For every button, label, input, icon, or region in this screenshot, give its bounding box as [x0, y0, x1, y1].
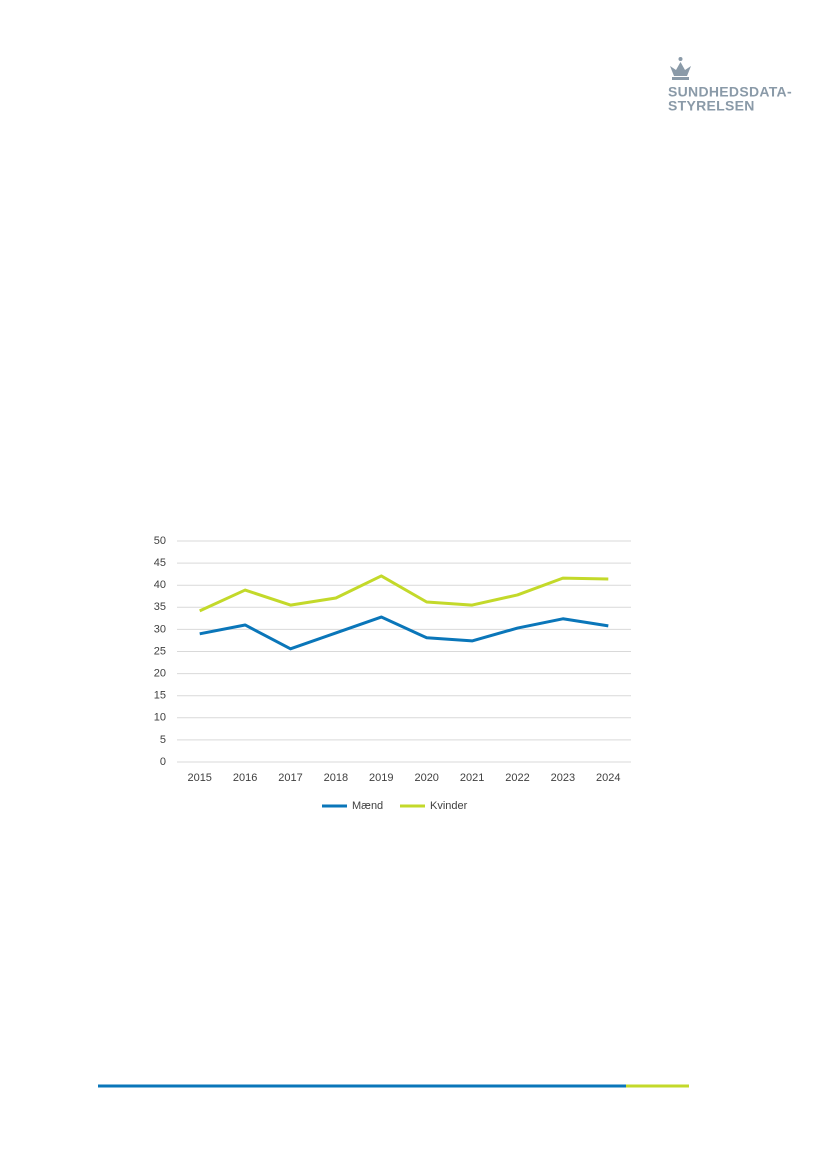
y-tick-label: 50 — [154, 535, 166, 547]
x-tick-label: 2018 — [324, 772, 348, 784]
x-tick-label: 2019 — [369, 772, 393, 784]
y-tick-label: 30 — [154, 623, 166, 635]
x-tick-label: 2023 — [551, 772, 575, 784]
logo-line2: STYRELSEN — [668, 98, 755, 114]
y-tick-label: 15 — [154, 690, 166, 702]
x-tick-label: 2020 — [414, 772, 438, 784]
y-tick-label: 20 — [154, 668, 166, 680]
x-tick-label: 2017 — [278, 772, 302, 784]
x-tick-label: 2015 — [187, 772, 211, 784]
series-line — [199, 574, 609, 613]
legend-label: Mænd — [352, 800, 383, 812]
legend-label: Kvinder — [430, 800, 468, 812]
x-tick-label: 2021 — [460, 772, 484, 784]
x-tick-label: 2022 — [505, 772, 529, 784]
y-tick-label: 5 — [160, 734, 166, 746]
x-tick-label: 2024 — [596, 772, 620, 784]
crown-icon — [670, 57, 691, 80]
y-tick-label: 45 — [154, 557, 166, 569]
logo: SUNDHEDSDATA- STYRELSEN — [668, 57, 792, 114]
y-tick-label: 25 — [154, 645, 166, 657]
logo-line1: SUNDHEDSDATA- — [668, 84, 792, 100]
y-tick-label: 40 — [154, 579, 166, 591]
y-tick-label: 35 — [154, 601, 166, 613]
series-line — [199, 615, 609, 651]
chart: 0 5 10 15 20 25 30 35 40 45 50 2015 2016 2017 2018 2019… — [154, 535, 631, 812]
y-tick-label: 10 — [154, 712, 166, 724]
x-tick-label: 2016 — [233, 772, 257, 784]
y-tick-label: 0 — [160, 756, 166, 768]
